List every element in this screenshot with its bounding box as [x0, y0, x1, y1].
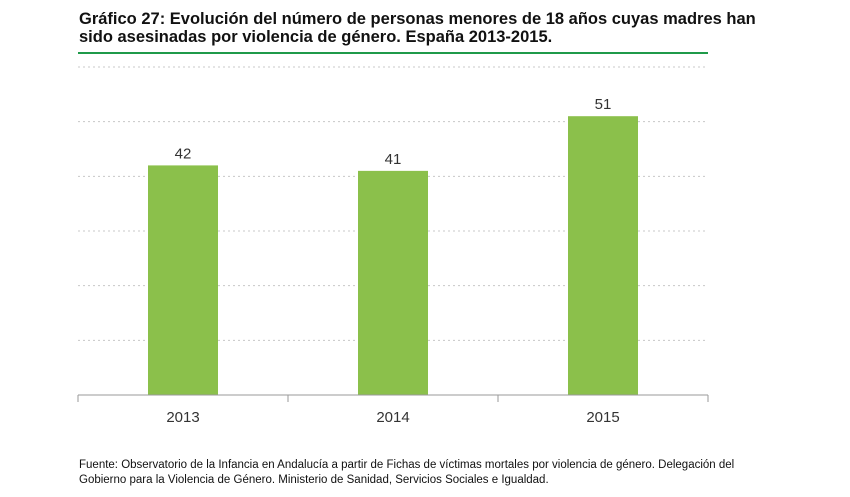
data-label-2013: 42	[175, 145, 192, 162]
bars	[148, 116, 638, 395]
data-label-2015: 51	[595, 96, 612, 113]
x-tick-label-2014: 2014	[376, 409, 409, 426]
data-label-2014: 41	[385, 151, 402, 168]
bar-2013	[148, 165, 218, 395]
x-tick-label-2015: 2015	[586, 409, 619, 426]
bar-2015	[568, 116, 638, 395]
x-axis: 2013 2014 2015	[77, 394, 709, 426]
chart-title: Gráfico 27: Evolución del número de pers…	[79, 10, 756, 46]
title-rule	[78, 52, 708, 54]
source-note: Fuente: Observatorio de la Infancia en A…	[79, 459, 735, 486]
bar-2014	[358, 170, 428, 395]
x-tick-label-2013: 2013	[166, 409, 199, 426]
data-labels: 42 41 51	[175, 96, 612, 168]
